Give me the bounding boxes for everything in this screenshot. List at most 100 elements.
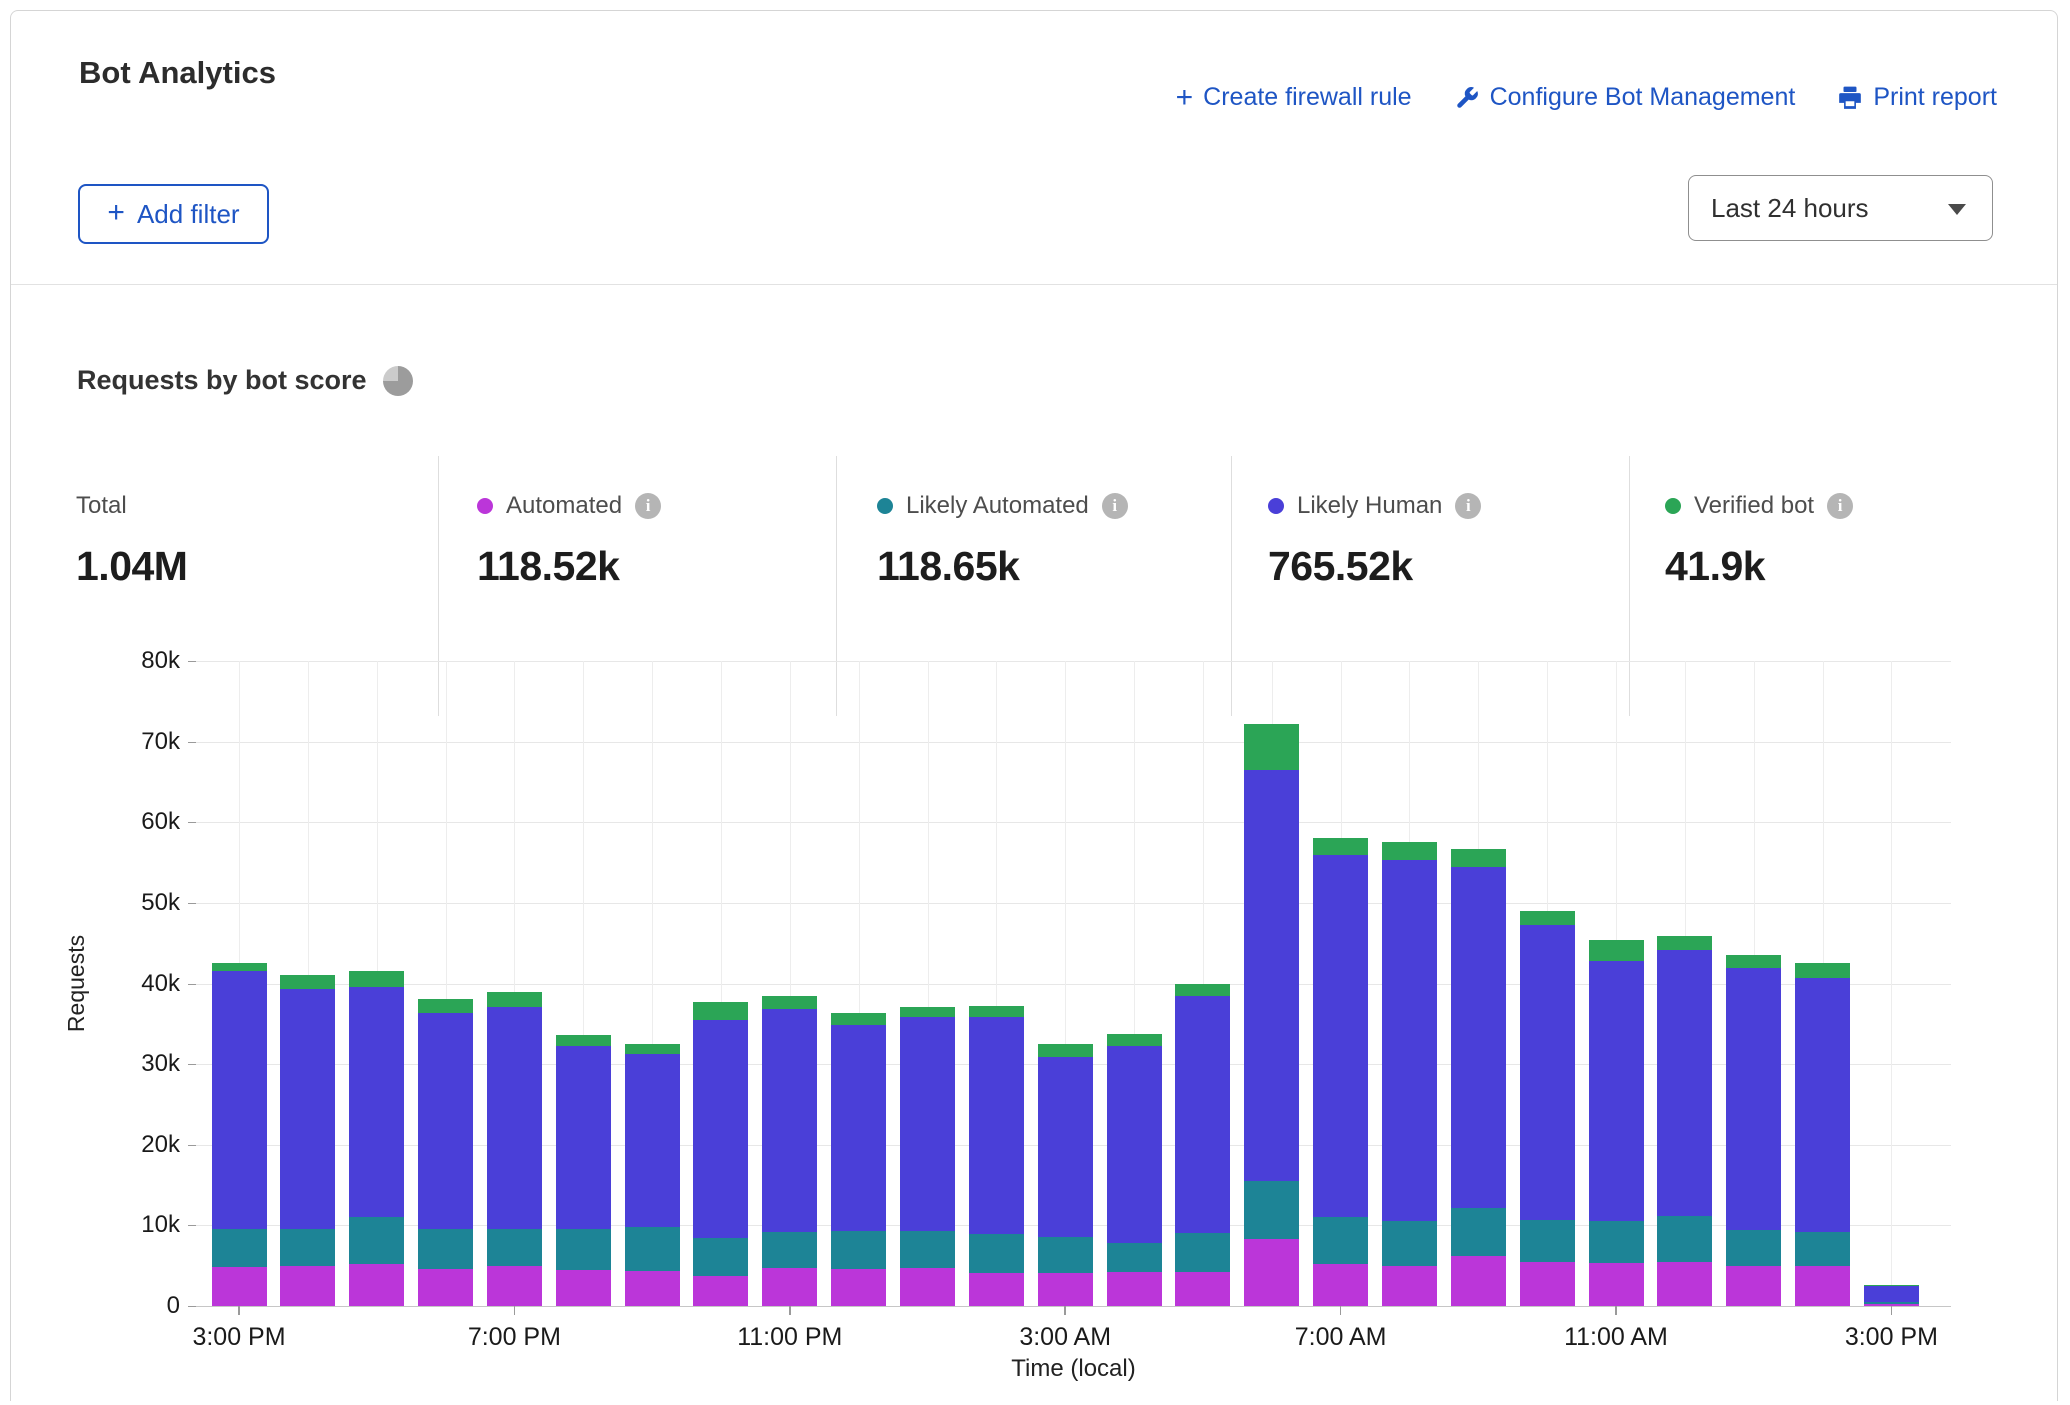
- bar-1100am[interactable]: [1589, 940, 1644, 1306]
- bar-100am[interactable]: [900, 1007, 955, 1306]
- bar-1000pm[interactable]: [693, 1002, 748, 1306]
- bar-segment-likely-automated: [418, 1229, 473, 1269]
- time-range-value: Last 24 hours: [1711, 193, 1869, 224]
- bar-segment-likely-human: [693, 1020, 748, 1238]
- bar-segment-verified-bot: [349, 971, 404, 987]
- y-axis-title: Requests: [57, 661, 97, 1306]
- bar-segment-likely-automated: [1726, 1230, 1781, 1265]
- bar-segment-automated: [212, 1267, 267, 1307]
- y-tick-label: 10k: [118, 1211, 180, 1239]
- bar-700pm[interactable]: [487, 992, 542, 1306]
- bot-analytics-panel: Bot Analytics + Create firewall rule Con…: [10, 10, 2058, 1401]
- header-actions: + Create firewall rule Configure Bot Man…: [1176, 83, 1997, 112]
- stat-label: Automated: [506, 492, 622, 520]
- y-tick: [188, 1145, 196, 1146]
- stat-value: 1.04M: [76, 543, 187, 590]
- create-firewall-rule-link[interactable]: + Create firewall rule: [1176, 83, 1412, 112]
- y-tick: [188, 1306, 196, 1307]
- x-tick-label: 7:00 PM: [434, 1323, 594, 1352]
- y-tick-label: 30k: [118, 1050, 180, 1078]
- gridline-horizontal: [196, 661, 1951, 662]
- bar-1000am[interactable]: [1520, 911, 1575, 1306]
- x-tick-label: 3:00 PM: [1811, 1323, 1971, 1352]
- bar-segment-likely-human: [418, 1013, 473, 1230]
- bar-segment-likely-automated: [1864, 1302, 1919, 1304]
- bar-600am[interactable]: [1244, 724, 1299, 1306]
- bar-300pm[interactable]: [1864, 1285, 1919, 1306]
- stat-value: 765.52k: [1268, 543, 1481, 590]
- x-axis-title: Time (local): [196, 1355, 1951, 1383]
- bar-segment-likely-automated: [1451, 1208, 1506, 1256]
- info-icon[interactable]: i: [1102, 493, 1128, 519]
- section-title: Requests by bot score: [77, 365, 367, 396]
- bar-200am[interactable]: [969, 1006, 1024, 1306]
- bar-700am[interactable]: [1313, 838, 1368, 1306]
- bar-segment-likely-human: [487, 1007, 542, 1229]
- stat-likely-automated[interactable]: Likely Automated i 118.65k: [877, 491, 1128, 590]
- bar-400am[interactable]: [1107, 1034, 1162, 1307]
- bar-segment-automated: [349, 1264, 404, 1306]
- configure-bot-management-link[interactable]: Configure Bot Management: [1454, 83, 1796, 112]
- bar-segment-automated: [1589, 1263, 1644, 1306]
- bar-segment-automated: [831, 1269, 886, 1306]
- bar-segment-likely-automated: [1589, 1221, 1644, 1263]
- chart-plot-area: [196, 661, 1951, 1307]
- bar-segment-automated: [1864, 1304, 1919, 1306]
- stat-likely-human[interactable]: Likely Human i 765.52k: [1268, 491, 1481, 590]
- bar-1100pm[interactable]: [762, 996, 817, 1306]
- bar-segment-likely-human: [1726, 968, 1781, 1230]
- time-range-select[interactable]: Last 24 hours: [1688, 175, 1993, 241]
- bar-200pm[interactable]: [1795, 963, 1850, 1306]
- bar-1200pm[interactable]: [1657, 936, 1712, 1306]
- bar-800am[interactable]: [1382, 842, 1437, 1306]
- bar-300am[interactable]: [1038, 1044, 1093, 1306]
- bar-segment-verified-bot: [1520, 911, 1575, 926]
- bar-500am[interactable]: [1175, 984, 1230, 1307]
- bar-segment-automated: [1795, 1266, 1850, 1306]
- bar-segment-verified-bot: [1864, 1285, 1919, 1286]
- bar-segment-verified-bot: [1313, 838, 1368, 854]
- legend-dot: [1665, 498, 1681, 514]
- print-report-link[interactable]: Print report: [1837, 83, 1997, 112]
- gridline-horizontal: [196, 822, 1951, 823]
- bar-400pm[interactable]: [280, 975, 335, 1306]
- bar-segment-likely-automated: [1657, 1216, 1712, 1262]
- bar-segment-likely-automated: [280, 1229, 335, 1266]
- bar-900am[interactable]: [1451, 849, 1506, 1306]
- bar-500pm[interactable]: [349, 971, 404, 1306]
- info-icon[interactable]: i: [635, 493, 661, 519]
- bar-segment-likely-automated: [900, 1231, 955, 1268]
- bar-100pm[interactable]: [1726, 955, 1781, 1306]
- bar-segment-likely-human: [625, 1054, 680, 1227]
- y-tick-label: 20k: [118, 1131, 180, 1159]
- bar-segment-likely-human: [1451, 867, 1506, 1208]
- x-tick: [238, 1306, 240, 1315]
- stat-label: Verified bot: [1694, 492, 1814, 520]
- bar-300pm[interactable]: [212, 963, 267, 1306]
- bar-segment-likely-automated: [1107, 1243, 1162, 1272]
- bar-segment-likely-human: [1382, 860, 1437, 1221]
- bar-600pm[interactable]: [418, 999, 473, 1306]
- bar-900pm[interactable]: [625, 1044, 680, 1306]
- bar-segment-likely-human: [1589, 961, 1644, 1221]
- info-icon[interactable]: i: [1827, 493, 1853, 519]
- bar-segment-likely-automated: [1795, 1232, 1850, 1266]
- bar-800pm[interactable]: [556, 1035, 611, 1306]
- bar-segment-verified-bot: [693, 1002, 748, 1020]
- bar-1200am[interactable]: [831, 1013, 886, 1306]
- y-tick-label: 60k: [118, 808, 180, 836]
- stat-total: Total 1.04M: [76, 491, 187, 590]
- bar-segment-verified-bot: [280, 975, 335, 989]
- stat-automated[interactable]: Automated i 118.52k: [477, 491, 661, 590]
- bar-segment-automated: [1382, 1266, 1437, 1306]
- bar-segment-likely-automated: [762, 1232, 817, 1268]
- bar-segment-likely-human: [212, 971, 267, 1230]
- bar-segment-verified-bot: [1726, 955, 1781, 968]
- bar-segment-verified-bot: [1382, 842, 1437, 860]
- bar-segment-automated: [762, 1268, 817, 1306]
- info-icon[interactable]: i: [1455, 493, 1481, 519]
- stat-verified-bot[interactable]: Verified bot i 41.9k: [1665, 491, 1853, 590]
- add-filter-button[interactable]: + Add filter: [78, 184, 269, 244]
- bar-segment-automated: [418, 1269, 473, 1306]
- bar-segment-likely-automated: [1175, 1233, 1230, 1273]
